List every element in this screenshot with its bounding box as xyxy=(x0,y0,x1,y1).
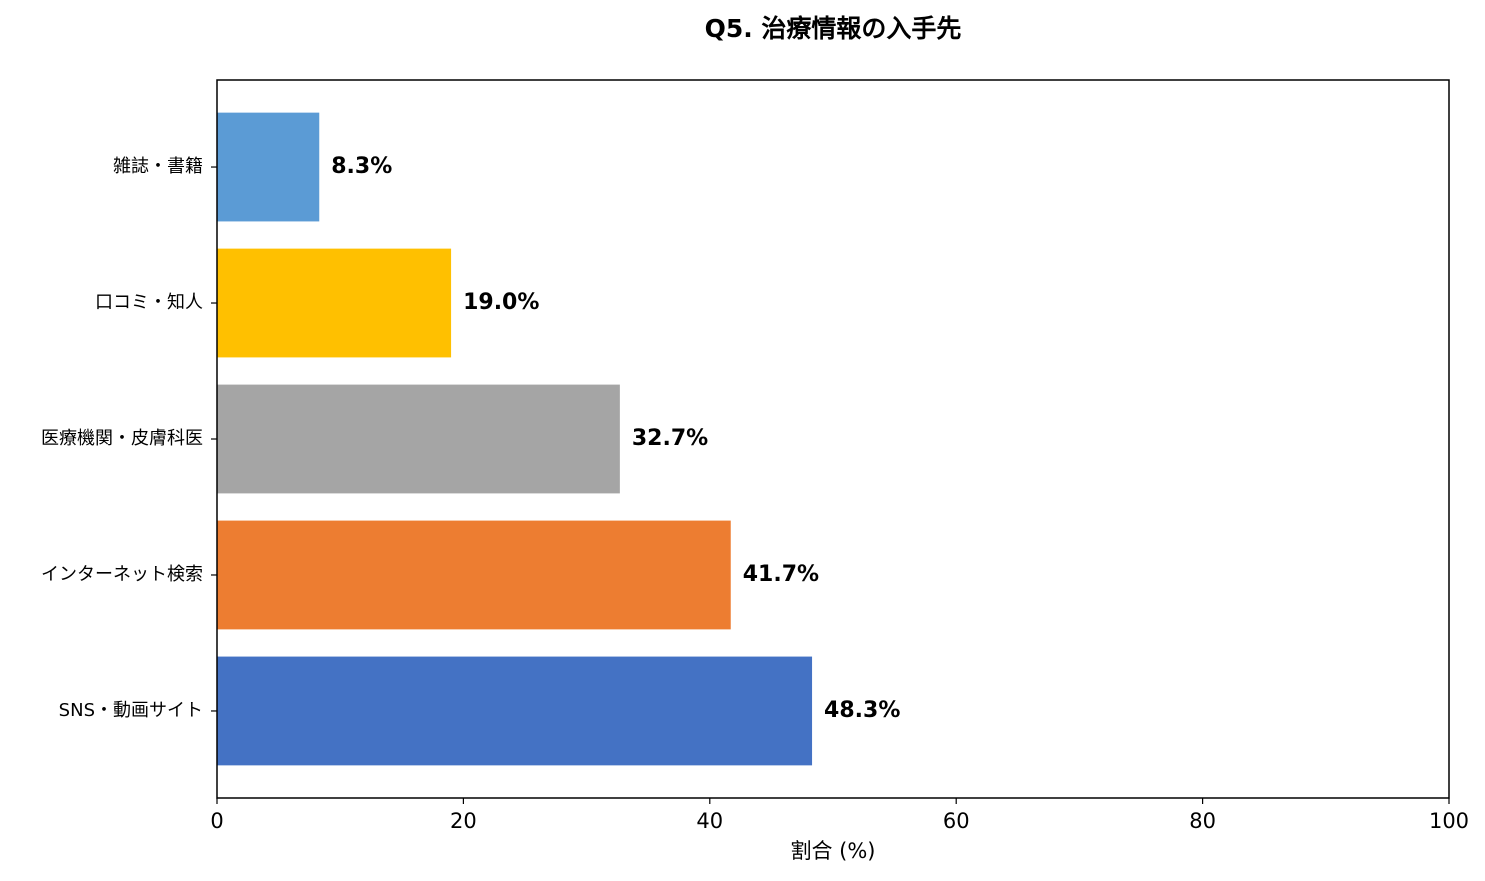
value-label: 41.7% xyxy=(743,562,819,587)
value-label: 8.3% xyxy=(331,154,392,179)
x-tick-label: 60 xyxy=(943,809,970,833)
bar xyxy=(217,520,731,630)
y-tick-label: 口コミ・知人 xyxy=(95,292,203,313)
chart-title: Q5. 治療情報の入手先 xyxy=(705,14,962,43)
x-tick-label: 100 xyxy=(1429,809,1469,833)
bar xyxy=(217,248,452,358)
x-tick-label: 0 xyxy=(210,809,223,833)
plot-frame xyxy=(216,79,1450,799)
y-tick-label: インターネット検索 xyxy=(41,564,203,585)
bar xyxy=(217,384,620,494)
x-tick-label: 20 xyxy=(450,809,477,833)
value-label: 19.0% xyxy=(463,290,539,315)
bar xyxy=(217,112,320,222)
y-tick-label: 医療機関・皮膚科医 xyxy=(41,428,203,449)
y-tick-label: SNS・動画サイト xyxy=(59,700,203,721)
x-axis-label: 割合 (%) xyxy=(790,839,875,863)
bar xyxy=(217,656,813,766)
x-tick-label: 80 xyxy=(1189,809,1216,833)
y-tick-label: 雑誌・書籍 xyxy=(113,156,203,177)
value-label: 48.3% xyxy=(824,698,900,723)
x-tick-label: 40 xyxy=(696,809,723,833)
value-label: 32.7% xyxy=(632,426,708,451)
